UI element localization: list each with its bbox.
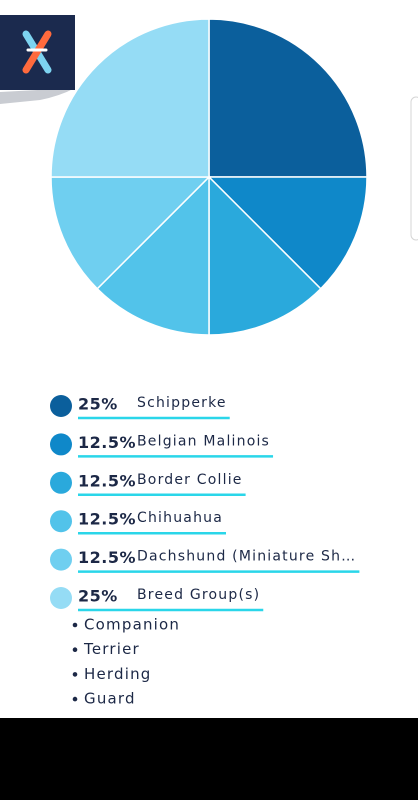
legend-swatch [50, 471, 72, 494]
legend-percent: 25% [78, 395, 118, 414]
legend-label: Schipperke [137, 395, 227, 411]
legend-swatch [50, 510, 72, 533]
breed-group: Guard [84, 690, 136, 708]
breed-group: Herding [84, 665, 152, 683]
bullet [72, 647, 78, 652]
breed-group: Companion [84, 616, 180, 634]
pie-slice [208, 175, 322, 336]
legend-percent: 12.5% [78, 510, 136, 529]
legend-label: Breed Group(s) [137, 587, 260, 603]
legend-swatch [50, 548, 72, 571]
pie-slice [96, 175, 210, 336]
legend-label: Border Collie [137, 472, 243, 488]
legend-percent: 12.5% [78, 548, 136, 567]
legend-label: Belgian Malinois [137, 433, 270, 449]
logo-icon [22, 30, 52, 74]
bullet [72, 622, 78, 628]
bullet [72, 672, 78, 677]
legend-percent: 12.5% [78, 433, 136, 452]
scroll-handle[interactable] [410, 96, 418, 241]
pie-chart [50, 18, 368, 336]
breed-group: Terrier [83, 640, 140, 658]
legend-label: Chihuahua [137, 510, 223, 526]
pie-slice [207, 176, 368, 290]
legend-swatch [50, 395, 72, 417]
legend-percent: 12.5% [78, 471, 136, 490]
bullet [72, 696, 78, 702]
breed-group-list: Companion Terrier Herding Guard [72, 616, 180, 708]
legend-swatch [50, 433, 72, 456]
legend-label: Dachshund (Miniature Sh… [137, 549, 356, 565]
navigation-bar [0, 718, 418, 800]
logo-swoosh [0, 88, 75, 104]
legend-percent: 25% [78, 587, 118, 606]
pie-slice [50, 18, 210, 178]
pie-slice [208, 18, 368, 178]
pie-slice [50, 176, 211, 290]
legend-swatch [50, 587, 72, 609]
